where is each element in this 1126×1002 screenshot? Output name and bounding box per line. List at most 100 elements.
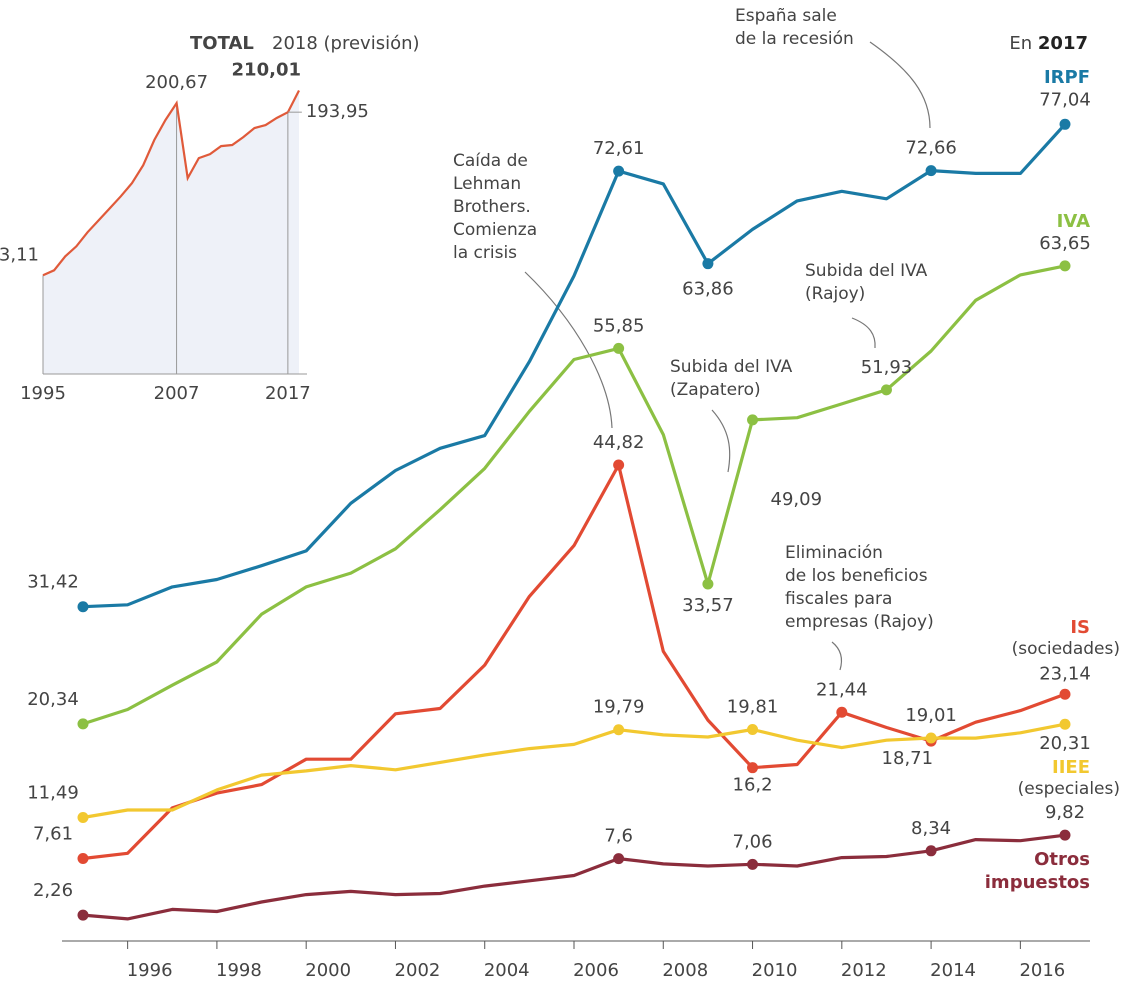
data-label: 11,49 (27, 782, 79, 803)
inset-x-tick-label: 2007 (154, 383, 200, 404)
data-point (747, 858, 759, 870)
inset-data-label: 193,95 (306, 101, 369, 122)
x-tick-label: 2008 (662, 960, 708, 981)
data-point (702, 578, 714, 590)
data-label: 31,42 (27, 572, 79, 593)
data-point (613, 724, 625, 736)
inset-x-tick-label: 2017 (265, 383, 311, 404)
data-label: 19,79 (593, 697, 645, 718)
inset-title: TOTAL (190, 33, 254, 54)
data-point (1059, 118, 1071, 130)
data-label: 19,01 (905, 705, 957, 726)
arrow (524, 271, 613, 429)
series-name: Otros impuestos (984, 849, 1090, 893)
data-label: 18,71 (882, 748, 934, 769)
annotation: España sale de la recesión (735, 6, 854, 49)
x-tick-label: 2010 (752, 960, 798, 981)
data-point (1059, 718, 1071, 730)
arrow (831, 641, 843, 671)
data-point (747, 724, 759, 736)
data-point (1059, 829, 1071, 841)
series-name: IS (1070, 617, 1090, 638)
data-label: 7,61 (33, 824, 73, 845)
data-label: 9,82 (1045, 802, 1085, 823)
arrow (869, 41, 931, 129)
inset-x-tick-label: 1995 (20, 383, 66, 404)
x-tick-label: 2000 (305, 960, 351, 981)
data-point (702, 258, 714, 270)
data-label: 23,14 (1039, 663, 1091, 684)
data-point (77, 909, 89, 921)
data-label: 63,65 (1039, 233, 1091, 254)
data-point (613, 165, 625, 177)
area-fill (43, 90, 299, 374)
data-label: 55,85 (593, 315, 645, 336)
x-tick-label: 2006 (573, 960, 619, 981)
data-point (77, 853, 89, 865)
series-line (82, 833, 1066, 921)
data-label: 20,31 (1039, 733, 1091, 754)
series-line (82, 463, 1066, 861)
data-point (836, 706, 848, 718)
annotation: Eliminación de los beneficios fiscales p… (785, 543, 934, 632)
series-name: IIEE (1052, 757, 1090, 778)
data-point (925, 845, 937, 857)
data-label: 2,26 (33, 880, 73, 901)
data-label: 20,34 (27, 689, 79, 710)
series-line (82, 722, 1066, 820)
data-label: 72,61 (593, 138, 645, 159)
arrow (711, 409, 731, 473)
series-line (82, 123, 1067, 609)
inset-subtitle: 2018 (previsión) (272, 33, 420, 54)
data-point (77, 718, 89, 730)
data-point (613, 459, 625, 471)
data-label: 21,44 (816, 679, 868, 700)
annotation: Subida del IVA (Zapatero) (670, 357, 793, 400)
data-point (77, 601, 89, 613)
arrow (851, 317, 876, 349)
inset-line (42, 89, 300, 277)
data-label: 72,66 (905, 138, 957, 159)
series-subtitle: (sociedades) (1011, 639, 1120, 659)
series-name: IVA (1056, 211, 1090, 232)
annotation: Caída de Lehman Brothers. Comienza la cr… (453, 151, 538, 263)
data-point (925, 165, 937, 177)
data-point (613, 853, 625, 865)
series-name: IRPF (1043, 67, 1090, 88)
data-label: 51,93 (861, 357, 913, 378)
data-label: 77,04 (1039, 89, 1091, 110)
data-label: 16,2 (733, 775, 773, 796)
data-point (1059, 688, 1071, 700)
data-label: 44,82 (593, 432, 645, 453)
series-subtitle: (especiales) (1017, 779, 1120, 799)
inset-data-label: 200,67 (145, 72, 208, 93)
legend-header-year: 2017 (1038, 33, 1088, 54)
x-tick-label: 2012 (841, 960, 887, 981)
inset-data-label: 73,11 (0, 244, 39, 265)
x-tick-label: 2004 (484, 960, 530, 981)
x-tick-label: 2016 (1019, 960, 1065, 981)
data-point (613, 342, 625, 354)
data-point (880, 384, 892, 396)
data-label: 33,57 (682, 595, 734, 616)
data-label: 8,34 (911, 818, 951, 839)
data-point (747, 762, 759, 774)
data-point (1059, 260, 1071, 272)
x-tick-label: 1996 (127, 960, 173, 981)
data-label: 49,09 (771, 489, 823, 510)
legend-header-text: En (1009, 33, 1032, 54)
data-label: 19,81 (727, 697, 779, 718)
legend-header: En 2017 (1009, 33, 1088, 54)
annotation: Subida del IVA (Rajoy) (805, 261, 928, 304)
data-label: 7,06 (733, 831, 773, 852)
series-line (82, 264, 1066, 726)
x-tick-label: 2014 (930, 960, 976, 981)
annotation-arrows (524, 41, 931, 671)
data-label: 63,86 (682, 279, 734, 300)
data-point (77, 811, 89, 823)
data-label: 7,6 (604, 826, 633, 847)
inset-data-label: 210,01 (232, 59, 301, 80)
x-tick-label: 2002 (395, 960, 441, 981)
data-point (747, 414, 759, 426)
